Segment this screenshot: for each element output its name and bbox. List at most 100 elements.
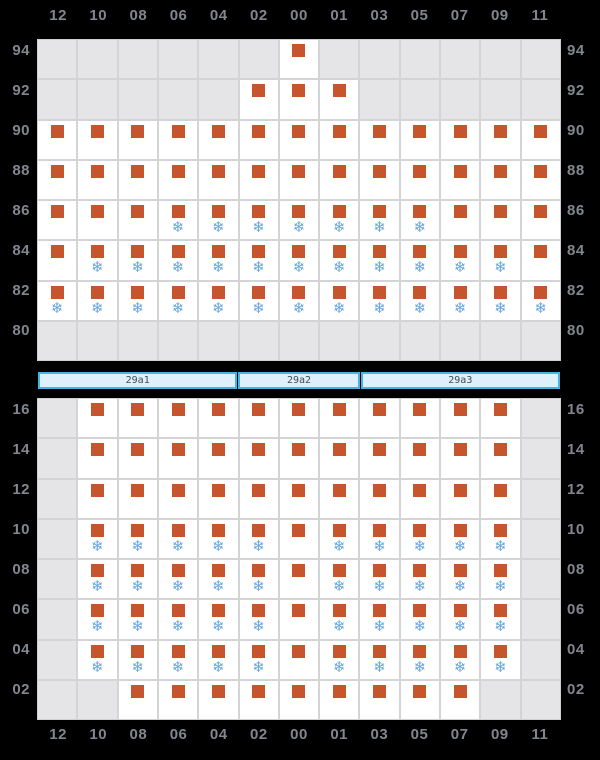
grid-cell [38,40,77,79]
snowflake-icon: ❄ [252,536,265,555]
grid-cell [118,40,157,79]
grid-cell [360,439,399,478]
snowflake-icon: ❄ [494,298,507,317]
value-square-marker [171,205,185,218]
grid-cell [521,241,560,280]
value-square-marker [131,245,145,259]
row-label-left: 14 [12,441,30,458]
value-square-marker [494,644,508,658]
snowflake-icon: ❄ [91,577,104,595]
grid-cell [481,399,520,438]
value-square-marker [413,564,427,577]
grid-cell [78,40,117,79]
value-square-marker [50,245,64,259]
hour-label: 00 [290,726,308,743]
hour-label: 07 [450,726,469,743]
grid-cell [158,40,198,79]
legend-segment-label: 29a1 [125,375,150,386]
grid-cell [279,399,319,438]
value-square-marker [131,483,145,497]
snowflake-icon: ❄ [413,657,427,676]
grid-cell: ❄ [400,600,440,639]
value-square-marker [171,564,185,577]
value-square-marker [332,483,346,497]
value-square-marker [494,443,508,457]
grid-cell [279,479,319,518]
value-square-marker [171,483,185,497]
snowflake-icon: ❄ [494,657,507,676]
grid-cell [239,160,278,199]
value-square-marker [171,124,185,138]
value-square-marker [453,644,467,658]
snowflake-icon: ❄ [453,657,467,676]
grid-cell: ❄ [360,281,399,320]
grid-cell [199,321,238,360]
value-square-marker [90,164,104,178]
value-square-marker [494,403,508,416]
legend-bar: 29a1 29a2 29a3 [38,372,561,389]
value-square-marker [211,403,225,416]
grid-cell [38,479,77,518]
grid-cell [360,321,399,360]
value-square-marker [373,564,387,577]
snowflake-icon: ❄ [252,657,265,676]
grid-cell [400,439,440,478]
grid-cell [158,160,198,199]
snowflake-icon: ❄ [373,258,386,277]
value-square-marker [252,523,266,537]
hour-label: 05 [410,7,429,24]
value-square-marker [211,245,225,259]
grid-cell [320,80,359,119]
grid-cell: ❄ [118,560,157,599]
value-square-marker [373,523,387,537]
value-square-marker [534,205,548,218]
grid-cell: ❄ [199,640,238,679]
value-square-marker [252,164,266,178]
snowflake-icon: ❄ [131,657,145,676]
value-square-marker [373,205,387,218]
grid-cell: ❄ [441,600,480,639]
row-label-left: 16 [12,401,30,418]
grid-cell [118,479,157,518]
value-square-marker [453,164,467,178]
grid-cell [360,80,399,119]
grid-cell [118,80,157,119]
value-square-marker [131,604,145,618]
grid-cell: ❄ [199,201,238,240]
value-square-marker [292,564,306,577]
top-panel-grid: ❄ ❄ ❄ ❄ ❄ ❄ ❄ ❄ ❄ ❄ ❄ ❄ ❄ ❄ ❄ ❄ ❄ ❄ ❄ ❄ ❄ ❄ ❄ ❄ ❄ ❄ ❄ ❄ ❄ ❄ ❄ [37,39,561,361]
grid-cell: ❄ [481,640,520,679]
grid-cell [118,439,157,478]
grid-cell [521,80,560,119]
grid-cell [481,160,520,199]
value-square-marker [131,205,145,218]
grid-cell [158,680,198,719]
grid-cell [521,600,560,639]
grid-cell [279,160,319,199]
snowflake-icon: ❄ [91,617,104,636]
row-label-left: 02 [12,681,30,698]
snowflake-icon: ❄ [333,536,346,555]
grid-cell: ❄ [78,519,117,558]
legend-segment-label: 29a3 [448,375,473,386]
hour-label: 03 [370,726,389,743]
grid-cell [441,399,480,438]
hour-label: 07 [450,7,469,24]
grid-cell: ❄ [158,201,198,240]
grid-cell: ❄ [320,600,359,639]
row-label-right: 08 [567,561,585,578]
grid-cell [400,321,440,360]
grid-cell: ❄ [279,241,319,280]
row-label-right: 04 [567,641,585,658]
value-square-marker [50,164,64,178]
row-label-left: 08 [12,561,30,578]
value-square-marker [90,403,104,416]
value-square-marker [373,124,387,138]
grid-cell: ❄ [360,519,399,558]
value-square-marker [534,124,548,138]
grid-cell [521,201,560,240]
value-square-marker [211,124,225,138]
snowflake-icon: ❄ [292,218,306,236]
grid-cell: ❄ [481,560,520,599]
value-square-marker [90,604,104,618]
